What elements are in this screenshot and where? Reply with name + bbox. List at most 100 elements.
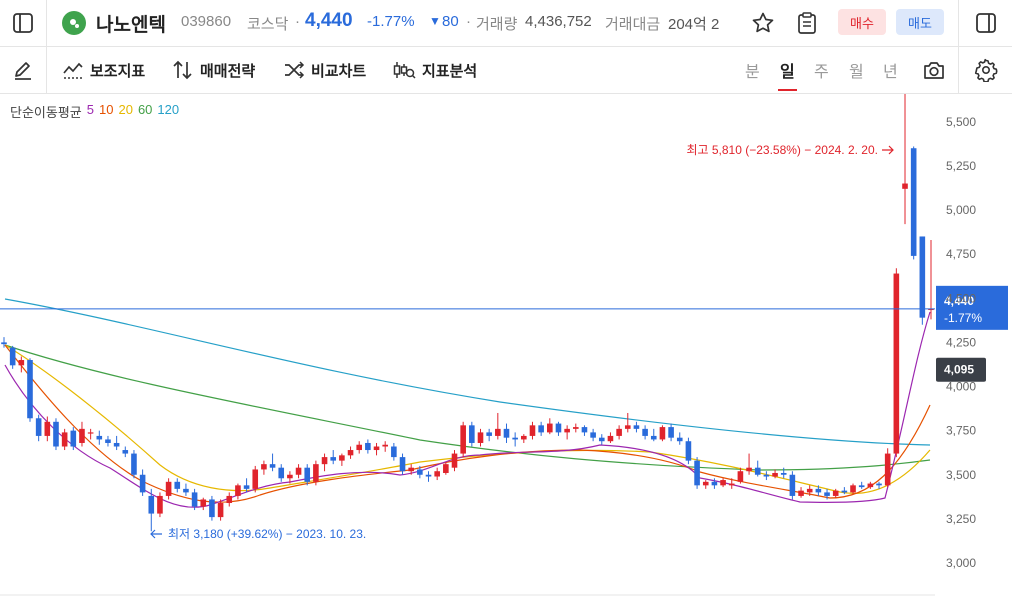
candle-body [217,502,224,518]
candle-body [148,495,155,514]
candle-body [399,457,406,472]
candle-body [226,495,233,503]
y-tick-label: 4,250 [946,335,976,349]
screenshot-button[interactable] [918,55,950,85]
candlestick-series [1,94,934,532]
candle-body [113,442,120,447]
gear-icon [974,58,997,82]
candle-body [806,488,813,493]
candle-body [798,490,804,496]
candle-body [607,435,614,442]
max-price-annotation: 최고 5,810 (−23.58%) − 2024. 2. 20. [686,143,878,157]
sell-button[interactable]: 매도 [896,9,944,35]
period-minute[interactable]: 분 [745,64,760,81]
candle-body [694,460,700,486]
candle-body [832,490,839,496]
candle-body [304,467,311,482]
compare-icon [285,61,305,79]
period-year[interactable]: 년 [883,64,898,81]
price-chart[interactable]: 4,440 -1.77% 4,095 최고 5,810 (−23.58%) − 202… [0,94,1012,599]
favorite-button[interactable] [748,8,778,38]
candle-body [269,464,276,468]
candle-body [70,430,77,447]
candle-body [902,183,908,189]
current-price: 4,440 [305,10,353,31]
tool-strategy-label: 매매전략 [200,62,256,80]
tool-analysis[interactable]: 지표분석 [392,47,477,93]
candle-body [789,474,796,496]
candle-body [79,428,85,443]
candle-body [139,474,146,493]
analysis-icon [393,62,416,79]
indicator-icon [63,62,83,79]
candle-body [235,485,241,496]
min-price-annotation: 최저 3,180 (+39.62%) − 2023. 10. 23. [168,527,366,541]
y-tick-label: 3,500 [946,468,976,482]
candle-body [495,428,501,436]
period-day[interactable]: 일 [778,47,797,93]
candle-body [18,360,25,366]
candle-body [287,474,293,479]
tool-strategy[interactable]: 매매전략 [172,47,255,93]
candle-body [598,437,605,442]
candle-body [96,435,103,440]
candle-body [850,485,856,493]
current-price-tag [936,285,1008,330]
ma-legend-10: 10 [99,102,114,117]
candle-body [382,444,388,447]
change-percent: -1.77% [367,13,415,30]
candle-body [763,474,770,477]
candle-body [61,432,68,447]
ma-price-tag [936,357,986,382]
market-label: 코스닥 [247,16,289,33]
y-tick-label: 4,000 [946,380,976,394]
ma-legend[interactable]: 단순이동평균 5 10 20 60 120 [10,102,179,121]
candle-body [330,457,337,461]
candle-body [339,455,345,461]
buy-button[interactable]: 매수 [838,9,886,35]
ma-120-line [4,298,931,446]
candle-body [451,453,458,468]
candle-body [616,428,622,436]
memo-button[interactable] [792,8,822,38]
tool-compare-label: 비교차트 [311,62,367,80]
candle-body [720,480,726,486]
candle-body [780,472,787,475]
candle-body [737,471,744,482]
candle-body [261,464,267,470]
candle-body [27,360,33,419]
candle-body [243,485,250,489]
candle-body [460,425,466,454]
tool-indicator[interactable]: 보조지표 [62,47,145,93]
candle-body [165,481,172,496]
tool-analysis-label: 지표분석 [422,62,478,80]
pencil-icon [15,62,31,80]
candle-body [512,437,518,440]
stock-name[interactable]: 나노엔텍 [96,15,166,36]
sidebar-left-button[interactable] [0,0,46,46]
candle-body [867,483,874,488]
tool-compare[interactable]: 비교차트 [283,47,366,93]
candle-body [87,432,94,434]
candle-body [521,435,527,440]
settings-button[interactable] [959,47,1012,93]
candle-body [893,273,900,454]
moving-average-lines [4,298,931,508]
candle-body [469,425,475,443]
candle-body [555,423,562,433]
ma-legend-120: 120 [157,102,180,117]
period-week[interactable]: 주 [814,64,829,81]
sidebar-right-button[interactable] [959,0,1012,46]
candle-body [278,467,285,479]
candle-body [919,236,926,318]
drawing-tool-button[interactable] [0,47,46,93]
candle-body [183,488,189,493]
separator-dot: · [295,13,300,30]
candle-body [486,432,492,436]
candle-body [313,464,319,482]
candle-body [668,427,674,438]
candle-body [590,432,596,438]
candle-body [841,490,848,493]
strategy-icon [173,60,192,80]
period-month[interactable]: 월 [849,64,864,81]
